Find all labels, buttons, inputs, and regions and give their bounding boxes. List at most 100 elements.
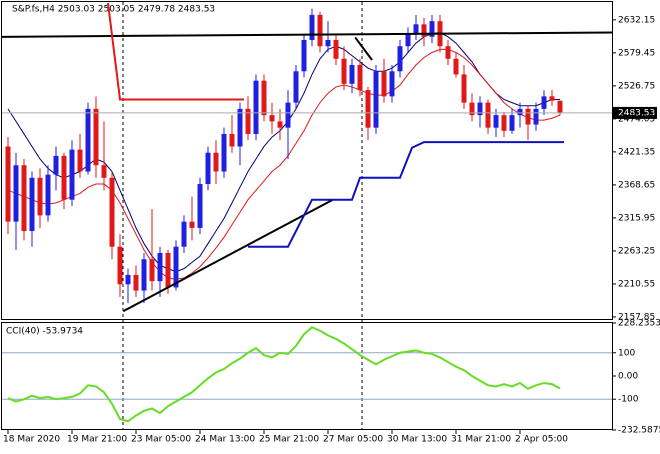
candle-body xyxy=(549,96,555,101)
candle-body xyxy=(133,274,139,291)
candle-body xyxy=(405,33,411,47)
candle-body xyxy=(261,80,267,116)
x-tick-label: 30 Mar 13:00 xyxy=(387,435,447,445)
cci-line xyxy=(7,326,561,423)
y-tick-label: 2632.15 xyxy=(618,15,655,25)
x-tick-label: 27 Mar 05:00 xyxy=(323,435,383,445)
candle-body xyxy=(213,152,219,172)
candle-body xyxy=(373,71,379,128)
candle-body xyxy=(141,259,147,291)
candle-body xyxy=(117,246,123,285)
y-tick-label: -232.5875 xyxy=(618,426,660,436)
candle-body xyxy=(501,115,507,131)
candle-body xyxy=(85,108,91,172)
y-tick-label: 2263.25 xyxy=(618,246,655,256)
candle-body xyxy=(125,274,131,285)
candle-body xyxy=(469,102,475,116)
candle-body xyxy=(421,24,427,37)
y-tick-label: -100 xyxy=(618,395,639,405)
candle-body xyxy=(493,115,499,128)
y-tick-label: 2315.95 xyxy=(618,213,655,223)
candle-body xyxy=(357,65,363,91)
candle-body xyxy=(237,108,243,147)
candle-body xyxy=(397,46,403,72)
candle-body xyxy=(229,133,235,147)
candle-body xyxy=(45,174,51,216)
candle-body xyxy=(101,165,107,178)
x-tick-label: 18 Mar 2020 xyxy=(3,435,60,445)
candle-body xyxy=(341,58,347,84)
candle-body xyxy=(453,58,459,75)
candle-body xyxy=(93,108,99,166)
candle-body xyxy=(461,74,467,103)
candle-body xyxy=(53,155,59,175)
y-tick-label: 2210.55 xyxy=(618,279,655,289)
candle-body xyxy=(29,177,35,232)
candle-body xyxy=(277,121,283,128)
x-tick-label: 25 Mar 21:00 xyxy=(259,435,319,445)
candle-body xyxy=(165,252,171,288)
candle-body xyxy=(109,177,115,247)
candle-body xyxy=(253,80,259,134)
y-tick-label: 2368.65 xyxy=(618,180,655,190)
candle-body xyxy=(533,108,539,125)
candle-body xyxy=(317,14,323,47)
drawn-line xyxy=(122,198,334,313)
drawn-line xyxy=(354,36,373,61)
price-panel-frame xyxy=(1,1,613,320)
y-tick-label: 100 xyxy=(618,348,635,358)
drawn-line xyxy=(248,141,564,248)
x-tick-label: 31 Mar 21:00 xyxy=(451,435,511,445)
candle-body xyxy=(309,14,315,40)
moving-average xyxy=(7,31,560,273)
candle-body xyxy=(557,100,563,113)
candle-body xyxy=(541,96,547,109)
y-tick-label: 0.00 xyxy=(618,371,638,381)
y-tick-label: 228.2353 xyxy=(618,319,660,329)
candle-body xyxy=(349,65,355,84)
y-tick-label: 2157.85 xyxy=(618,312,655,322)
candle-body xyxy=(525,108,531,125)
candle-body xyxy=(413,24,419,34)
candle-body xyxy=(173,246,179,288)
candle-body xyxy=(517,108,523,116)
candle-body xyxy=(477,102,483,116)
last-price-box xyxy=(613,106,657,119)
y-tick-label: 2579.45 xyxy=(618,48,655,58)
candle-body xyxy=(509,115,515,131)
candle-body xyxy=(181,221,187,247)
candle-body xyxy=(149,259,155,282)
candle-body xyxy=(269,115,275,122)
y-tick-label: 2474.05 xyxy=(618,114,655,124)
drawn-line xyxy=(107,2,244,101)
candle-body xyxy=(221,133,227,172)
candle-body xyxy=(485,102,491,128)
candle-body xyxy=(197,184,203,228)
candle-body xyxy=(365,90,371,128)
last-price-label: 2483.53 xyxy=(618,108,655,118)
candle-body xyxy=(293,71,299,103)
candle-body xyxy=(189,221,195,228)
x-tick-label: 24 Mar 13:00 xyxy=(195,435,255,445)
candle-body xyxy=(205,152,211,185)
x-tick-label: 19 Mar 21:00 xyxy=(67,435,127,445)
x-tick-label: 2 Apr 05:00 xyxy=(515,435,568,445)
y-tick-label: 2526.75 xyxy=(618,81,655,91)
drawn-line xyxy=(1,31,613,38)
chart-title: S&P.fs,H4 2503.03 2503.05 2479.78 2483.5… xyxy=(12,5,215,15)
x-tick-label: 23 Mar 05:00 xyxy=(131,435,191,445)
candle-body xyxy=(333,39,339,59)
candle-body xyxy=(13,165,19,222)
moving-average xyxy=(7,48,561,280)
candle-body xyxy=(77,149,83,172)
candle-body xyxy=(429,21,435,37)
candle-body xyxy=(381,71,387,97)
y-tick-label: 2421.35 xyxy=(618,147,655,157)
candle-body xyxy=(61,155,67,200)
candle-body xyxy=(21,165,27,232)
candle-body xyxy=(5,146,11,222)
candle-body xyxy=(69,149,75,200)
indicator-title: CCI(40) -53.9734 xyxy=(6,327,83,337)
candle-body xyxy=(389,71,395,97)
